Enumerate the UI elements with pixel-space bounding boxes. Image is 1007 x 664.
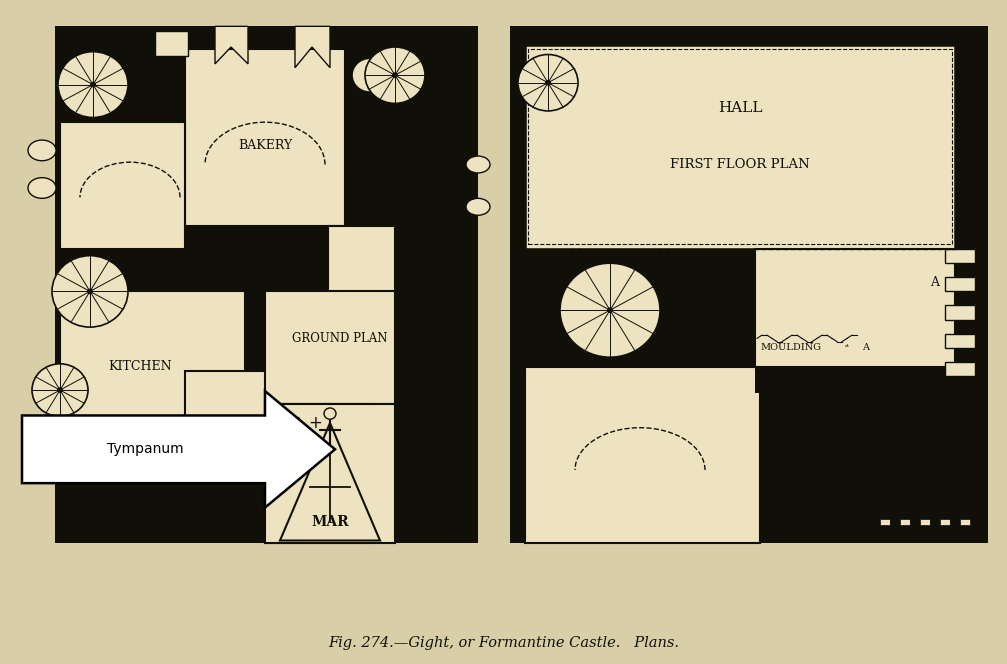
Bar <box>945 334 975 348</box>
Bar <box>60 291 245 465</box>
Circle shape <box>52 256 128 327</box>
Bar <box>890 519 900 525</box>
Text: MAR: MAR <box>311 515 348 529</box>
Bar <box>755 367 770 393</box>
Ellipse shape <box>466 156 490 173</box>
Ellipse shape <box>466 199 490 215</box>
Bar <box>936 367 950 393</box>
Bar <box>265 291 395 404</box>
Circle shape <box>90 82 96 88</box>
Text: ♥: ♥ <box>289 416 301 430</box>
Text: A: A <box>930 276 940 288</box>
Bar <box>525 367 760 543</box>
Bar <box>950 519 960 525</box>
Text: OR: OR <box>881 408 898 418</box>
Circle shape <box>518 54 578 111</box>
Text: KITCHEN: KITCHEN <box>108 360 172 373</box>
Ellipse shape <box>28 140 56 161</box>
Bar <box>870 519 880 525</box>
Text: ᵃᵗ: ᵃᵗ <box>845 344 850 352</box>
Bar <box>945 249 975 263</box>
Circle shape <box>58 52 128 118</box>
Circle shape <box>545 80 551 86</box>
Circle shape <box>607 307 613 313</box>
Bar <box>55 27 478 543</box>
Bar <box>185 371 330 465</box>
Text: MOULDING: MOULDING <box>760 343 821 353</box>
Bar <box>60 122 185 249</box>
Bar <box>785 367 800 393</box>
Text: Tympanum: Tympanum <box>107 442 183 456</box>
Bar <box>185 49 345 226</box>
Bar <box>845 367 860 393</box>
Bar <box>945 362 975 376</box>
Bar <box>265 404 395 543</box>
Bar <box>328 226 395 334</box>
Bar <box>930 519 940 525</box>
Text: CASTLE: CASTLE <box>864 459 916 472</box>
Circle shape <box>392 72 398 78</box>
Circle shape <box>352 58 388 92</box>
Bar <box>940 519 950 525</box>
Bar <box>945 278 975 291</box>
Text: BAKERY: BAKERY <box>238 139 292 152</box>
Circle shape <box>57 387 63 393</box>
Polygon shape <box>215 27 248 64</box>
Bar <box>875 367 890 393</box>
Text: HALL: HALL <box>718 101 762 115</box>
Bar <box>920 519 930 525</box>
Text: 10: 10 <box>970 507 982 517</box>
Bar <box>150 27 193 61</box>
Circle shape <box>32 364 88 416</box>
Bar <box>960 519 970 525</box>
Text: +: + <box>308 414 322 432</box>
Bar <box>945 305 975 319</box>
Bar <box>755 249 955 367</box>
Bar <box>510 27 988 543</box>
Polygon shape <box>280 423 380 540</box>
Bar <box>900 519 910 525</box>
Text: FIRST FLOOR PLAN: FIRST FLOOR PLAN <box>670 158 810 171</box>
Text: GROUND PLAN: GROUND PLAN <box>292 332 388 345</box>
Circle shape <box>560 263 660 357</box>
Circle shape <box>365 47 425 104</box>
Bar <box>815 367 830 393</box>
Circle shape <box>87 289 93 294</box>
Bar <box>265 404 370 543</box>
Bar <box>905 367 920 393</box>
Circle shape <box>324 408 336 419</box>
Text: A: A <box>862 343 869 353</box>
Bar <box>910 519 920 525</box>
Bar <box>880 519 890 525</box>
Bar <box>528 49 952 244</box>
Ellipse shape <box>28 178 56 199</box>
Text: Fig. 274.—Gight, or Formantine Castle.   Plans.: Fig. 274.—Gight, or Formantine Castle. P… <box>328 635 679 650</box>
Bar <box>155 31 188 56</box>
Polygon shape <box>22 391 335 507</box>
Polygon shape <box>295 27 330 68</box>
Bar <box>525 45 955 249</box>
Text: FORMANTINE: FORMANTINE <box>843 432 938 446</box>
Text: GIGHT: GIGHT <box>868 384 912 396</box>
